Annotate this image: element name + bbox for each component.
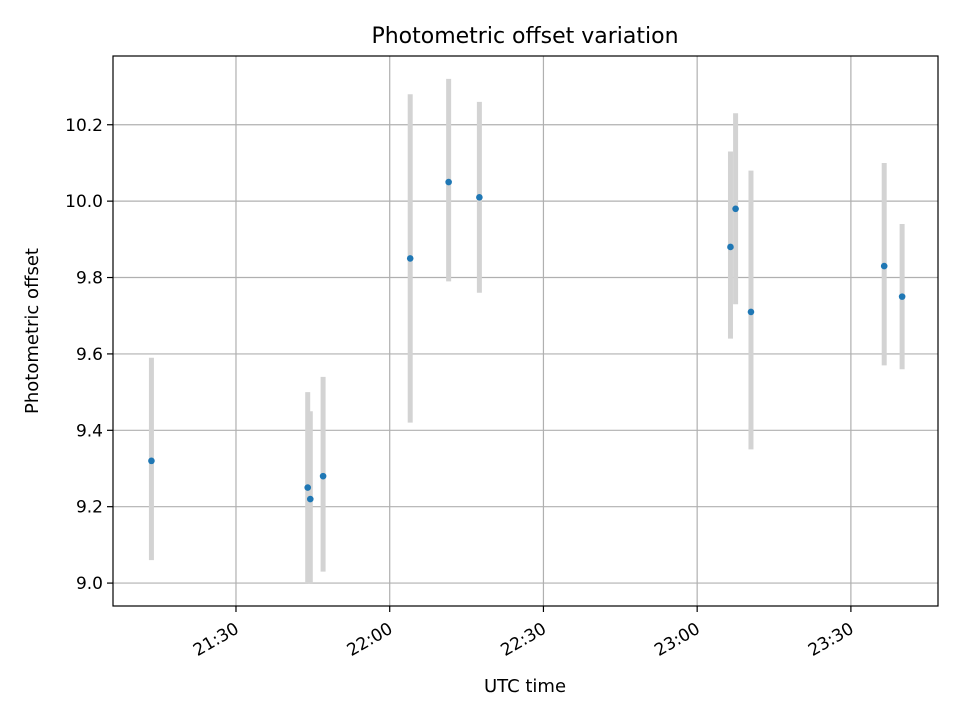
data-point	[898, 293, 906, 300]
data-point	[747, 308, 755, 316]
data-point	[880, 262, 888, 270]
y-tick-label: 9.8	[76, 269, 103, 289]
data-point	[406, 255, 414, 262]
y-tick-label: 9.2	[76, 498, 103, 518]
y-axis-label: Photometric offset	[22, 248, 43, 414]
data-point	[306, 495, 314, 503]
data-point	[148, 457, 155, 465]
y-tick-label: 9.0	[76, 574, 103, 594]
data-point	[304, 484, 312, 491]
data-point	[319, 472, 327, 480]
data-point	[476, 194, 483, 201]
data-point	[727, 243, 734, 251]
data-point	[732, 205, 739, 213]
x-axis-label: UTC time	[484, 676, 566, 697]
plot-frame	[112, 55, 939, 607]
grid	[113, 56, 938, 606]
y-tick-label: 10.2	[65, 116, 103, 136]
data-points	[148, 178, 906, 503]
chart-title: Photometric offset variation	[371, 24, 678, 49]
y-tick-label: 9.6	[76, 345, 103, 365]
data-point	[445, 178, 452, 186]
y-tick-label: 9.4	[76, 421, 103, 441]
y-axis-ticks: 9.0 9.2 9.4 9.6 9.8 10.0 10.2	[65, 116, 113, 594]
y-tick-label: 10.0	[65, 192, 103, 212]
